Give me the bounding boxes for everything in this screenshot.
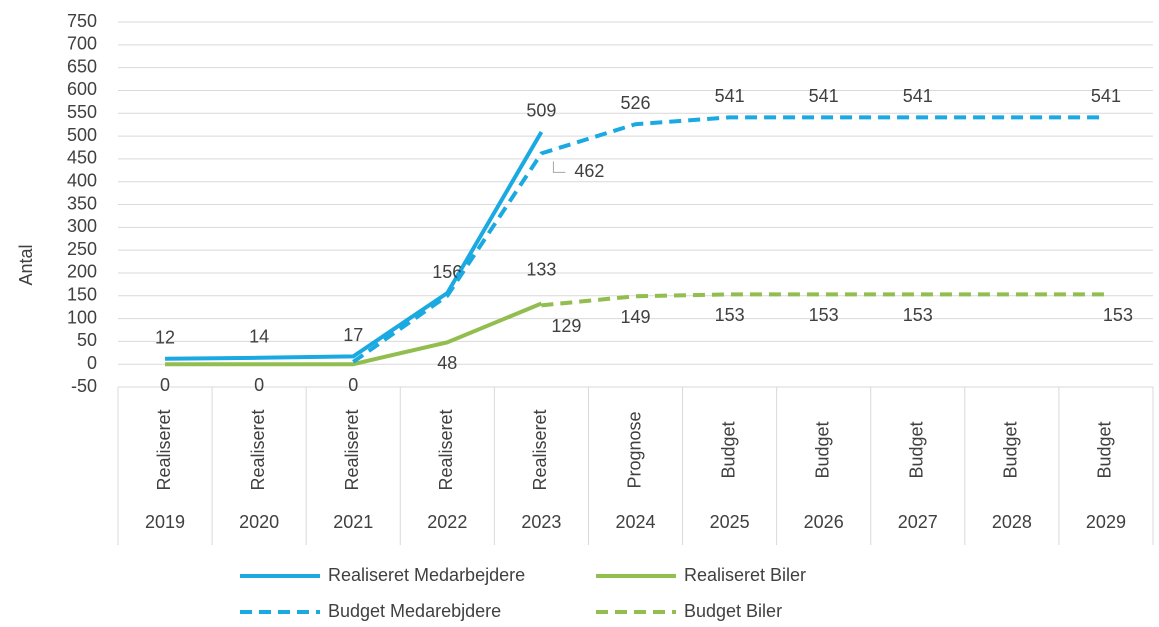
y-tick-label: 50 [77,330,97,350]
y-tick-label: -50 [71,376,97,396]
x-tick-label: 2029 [1086,512,1126,532]
x-group-label: Realiseret [248,409,268,490]
leader-line [552,161,566,173]
data-label: 48 [437,353,457,373]
y-tick-label: 400 [67,170,97,190]
data-label: 129 [551,316,581,336]
x-tick-label: 2020 [239,512,279,532]
y-tick-label: 0 [87,353,97,373]
y-tick-label: 600 [67,79,97,99]
y-tick-label: 550 [67,102,97,122]
data-label: 153 [715,305,745,325]
x-tick-label: 2025 [710,512,750,532]
data-label: 509 [526,101,556,121]
x-group-label: Budget [1001,421,1021,478]
y-tick-label: 250 [67,239,97,259]
data-label: 156 [432,262,462,282]
data-label: 541 [1091,86,1121,106]
series-line [352,115,1106,364]
data-label: 17 [343,325,363,345]
data-label: 133 [526,259,556,279]
x-group-label: Budget [907,421,927,478]
x-tick-label: 2026 [804,512,844,532]
x-group-label: Realiseret [530,409,550,490]
x-tick-label: 2028 [992,512,1032,532]
data-label: 0 [254,375,264,395]
data-label: 541 [903,86,933,106]
y-tick-label: 650 [67,56,97,76]
series-line [165,130,544,361]
x-group-label: Budget [718,421,738,478]
data-label: 541 [715,86,745,106]
x-tick-label: 2027 [898,512,938,532]
y-tick-label: 750 [67,11,97,31]
x-group-label: Budget [1095,421,1115,478]
x-tick-label: 2023 [521,512,561,532]
data-label: 526 [620,93,650,113]
y-tick-label: 100 [67,307,97,327]
x-tick-label: 2021 [333,512,373,532]
y-tick-label: 700 [67,34,97,54]
x-group-label: Realiseret [154,409,174,490]
data-label: 153 [809,305,839,325]
data-label: 0 [348,375,358,395]
legend-label: Budget Medarebjdere [328,601,501,621]
series-line [165,301,543,367]
x-group-label: Prognose [624,411,644,488]
data-label: 14 [249,327,269,347]
y-tick-label: 350 [67,193,97,213]
data-label: 153 [1103,305,1133,325]
x-group-label: Budget [812,421,832,478]
y-tick-label: 450 [67,148,97,168]
data-label: 541 [809,86,839,106]
data-label: 12 [155,327,175,347]
y-tick-label: 200 [67,262,97,282]
legend-label: Realiseret Biler [684,565,806,585]
data-label: 462 [574,161,604,181]
x-tick-label: 2019 [145,512,185,532]
x-group-label: Realiseret [342,409,362,490]
x-tick-label: 2024 [615,512,655,532]
data-label: 149 [620,307,650,327]
y-tick-label: 150 [67,285,97,305]
y-axis-label: Antal [16,244,36,285]
data-label: 153 [903,305,933,325]
y-tick-label: 300 [67,216,97,236]
y-tick-label: 500 [67,125,97,145]
x-group-label: Realiseret [436,409,456,490]
legend-label: Realiseret Medarbejdere [328,565,525,585]
x-tick-label: 2022 [427,512,467,532]
data-label: 0 [160,375,170,395]
legend-label: Budget Biler [684,601,782,621]
